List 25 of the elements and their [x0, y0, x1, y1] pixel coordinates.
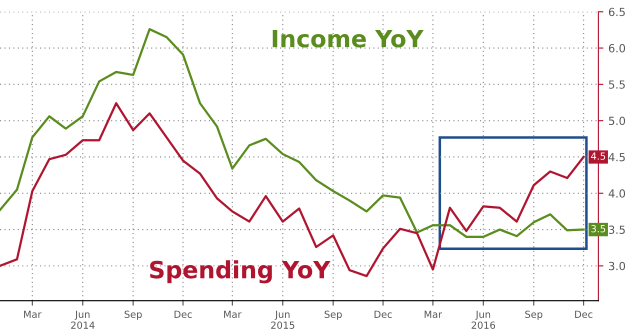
- y-tick-label: 3.5: [608, 226, 625, 234]
- x-tick-label: Jun 2016: [472, 310, 496, 329]
- x-tick-label: Jun 2015: [271, 310, 294, 329]
- y-tick-label: 5.0: [608, 116, 626, 126]
- x-tick-label: Mar: [24, 310, 42, 318]
- y-tick-label: 3.0: [608, 262, 626, 270]
- data-label: 3.5: [591, 225, 606, 232]
- x-tick-label: Mar: [224, 310, 242, 318]
- x-tick-label: Sep: [324, 310, 342, 320]
- x-tick-label: Sep: [525, 310, 542, 320]
- x-tick-label: Dec: [575, 310, 592, 318]
- text: Income YoY: [272, 30, 424, 48]
- x-tick-label: Jun 2014: [71, 310, 95, 329]
- y-tick-label: 6.5: [608, 8, 625, 16]
- x-tick-label: Dec: [374, 310, 392, 318]
- x-tick-label: Dec: [174, 310, 192, 318]
- y-tick-label: 4.0: [608, 189, 626, 198]
- y-tick-label: 5.5: [608, 80, 625, 89]
- series-label: Spending YoY: [150, 260, 331, 284]
- data-label: 4.5: [591, 152, 606, 160]
- y-tick-label: 6.0: [608, 44, 626, 52]
- y-tick-label: 4.5: [608, 153, 625, 162]
- x-tick-label: Mar: [424, 310, 442, 318]
- x-tick-label: Sep: [124, 310, 142, 320]
- line-series: [0, 28, 585, 238]
